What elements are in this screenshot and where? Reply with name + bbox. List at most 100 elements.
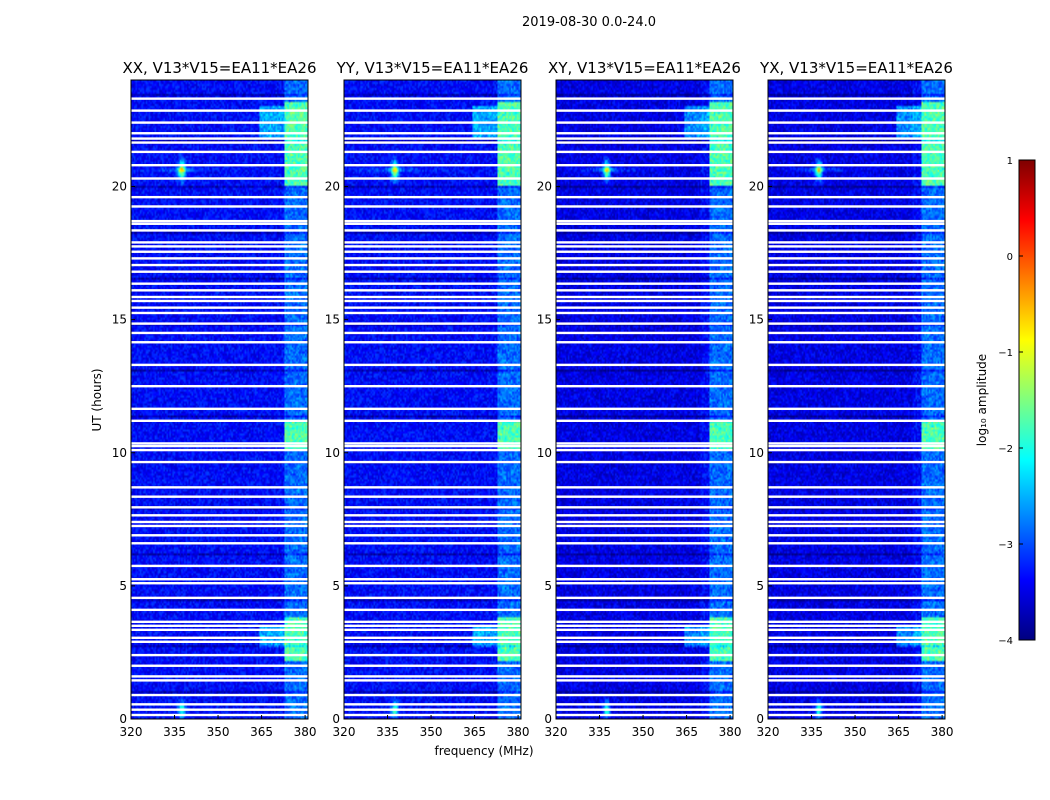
flagged-row <box>768 295 945 299</box>
flagged-row <box>344 495 521 498</box>
y-tick-label: 20 <box>537 180 552 194</box>
y-tick-label: 5 <box>544 579 552 593</box>
flagged-row <box>344 97 521 100</box>
flagged-row <box>556 137 733 140</box>
colorbar-gradient <box>1018 159 1036 641</box>
flagged-row <box>344 628 521 632</box>
flagged-row <box>344 486 521 489</box>
flagged-row <box>131 703 308 706</box>
flagged-row <box>768 121 945 124</box>
y-tick-label: 5 <box>756 579 764 593</box>
flagged-row <box>768 229 945 232</box>
panels-group: XX, V13*V15=EA11*EA26 320 335 350 365 380 0 5 10… <box>112 59 954 739</box>
flagged-row <box>768 664 945 667</box>
flagged-row <box>344 608 521 612</box>
panel-2: XY, V13*V15=EA11*EA26 320 335 350 365 380 0 5 10… <box>537 59 742 739</box>
colorbar-tick-label: 1 <box>1007 156 1013 167</box>
flagged-row <box>131 263 308 267</box>
flagged-row <box>768 620 945 624</box>
flagged-row <box>768 495 945 498</box>
y-axis-label: UT (hours) <box>90 368 104 431</box>
flagged-row <box>768 624 945 628</box>
flagged-row <box>556 109 733 112</box>
flagged-row <box>344 295 521 299</box>
flagged-row <box>344 222 521 225</box>
flagged-row <box>131 250 308 253</box>
flagged-row <box>556 713 733 717</box>
y-tick-label: 15 <box>537 313 552 327</box>
flagged-row <box>344 636 521 639</box>
flagged-row <box>344 506 521 509</box>
x-tick-label: 380 <box>294 725 317 739</box>
flagged-row <box>556 524 733 528</box>
x-tick-label: 320 <box>757 725 780 739</box>
flagged-row <box>768 306 945 309</box>
flagged-row <box>344 664 521 667</box>
flagged-row <box>556 177 733 180</box>
flagged-row <box>556 693 733 697</box>
flagged-row <box>344 407 521 411</box>
flagged-row <box>768 250 945 253</box>
flagged-row <box>344 596 521 600</box>
flagged-row <box>768 222 945 225</box>
flagged-row <box>131 311 308 315</box>
flagged-row <box>556 596 733 600</box>
flagged-row <box>768 289 945 292</box>
flagged-row <box>556 542 733 545</box>
panel-0: XX, V13*V15=EA11*EA26 320 335 350 365 380 0 5 10… <box>112 59 317 739</box>
panel-title: XY, V13*V15=EA11*EA26 <box>548 59 741 77</box>
flagged-row <box>131 229 308 232</box>
x-tick-label: 320 <box>333 725 356 739</box>
flagged-row <box>131 448 308 452</box>
flagged-row <box>556 282 733 285</box>
flagged-row <box>131 195 308 199</box>
flagged-row <box>768 132 945 135</box>
flagged-row <box>556 263 733 267</box>
flagged-row <box>768 448 945 452</box>
flagged-row <box>556 564 733 568</box>
flagged-row <box>768 241 945 244</box>
panel-1: YY, V13*V15=EA11*EA26 320 335 350 365 380 0 5 10… <box>325 59 530 739</box>
flagged-row <box>344 693 521 697</box>
flagged-row <box>556 295 733 299</box>
flagged-row <box>344 299 521 303</box>
panel-title: YX, V13*V15=EA11*EA26 <box>759 59 953 77</box>
flagged-row <box>344 675 521 678</box>
flagged-row <box>556 636 733 639</box>
spectrogram-image <box>131 80 308 719</box>
figure-title: 2019-08-30 0.0-24.0 <box>522 15 656 30</box>
spectrogram-image <box>768 80 945 719</box>
flagged-row <box>768 506 945 509</box>
flagged-row <box>344 121 521 124</box>
flagged-row <box>131 245 308 248</box>
flagged-row <box>556 322 733 325</box>
flagged-row <box>131 636 308 639</box>
flagged-row <box>556 578 733 581</box>
flagged-row <box>344 141 521 144</box>
x-tick-label: 335 <box>376 725 399 739</box>
x-tick-label: 320 <box>120 725 143 739</box>
flagged-row <box>131 132 308 135</box>
flagged-row <box>344 289 521 292</box>
flagged-row <box>556 341 733 344</box>
flagged-row <box>344 534 521 537</box>
flagged-row <box>131 628 308 632</box>
flagged-row <box>768 205 945 208</box>
flagged-row <box>131 306 308 309</box>
x-tick-label: 335 <box>588 725 611 739</box>
flagged-row <box>768 257 945 260</box>
x-tick-label: 380 <box>931 725 954 739</box>
flagged-row <box>768 195 945 199</box>
y-tick-label: 0 <box>544 712 552 726</box>
flagged-row <box>768 524 945 528</box>
flagged-row <box>556 205 733 208</box>
flagged-row <box>556 141 733 144</box>
flagged-row <box>344 109 521 112</box>
flagged-row <box>131 675 308 678</box>
panel-frame <box>555 79 734 720</box>
flagged-row <box>556 664 733 667</box>
flagged-row <box>768 608 945 612</box>
flagged-row <box>556 222 733 225</box>
flagged-row <box>344 322 521 325</box>
